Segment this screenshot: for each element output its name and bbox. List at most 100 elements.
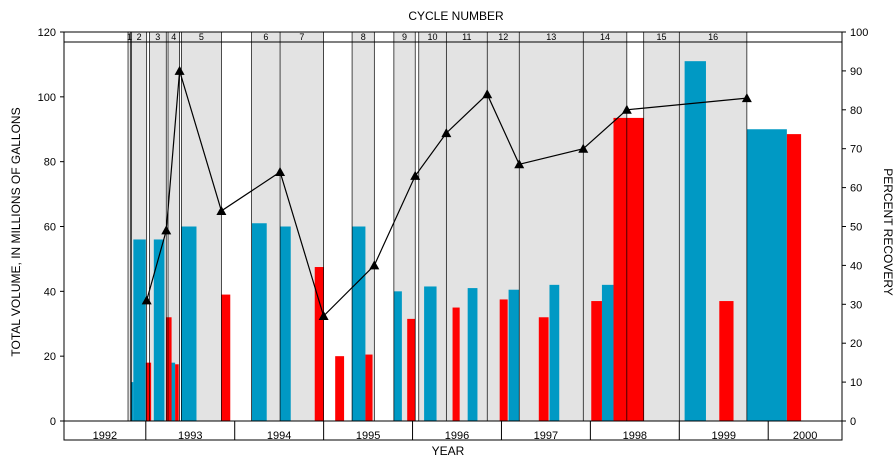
recovery-marker <box>174 65 185 75</box>
injected-bar <box>746 129 787 421</box>
recovery-marker <box>578 143 589 153</box>
recovered-bar <box>613 117 644 421</box>
recovery-marker <box>482 89 493 99</box>
cycle-label-5: 5 <box>199 32 204 42</box>
y-axis-title: TOTAL VOLUME, IN MILLIONS OF GALLONS <box>9 107 23 356</box>
labels-layer: 1 2 3 4 5 6 7 8 9 10 11 12 13 14 15 1602040608010012001… <box>38 27 869 442</box>
year-label: 1998 <box>623 430 647 442</box>
year-label: 1999 <box>712 430 736 442</box>
cycle-label-13: 13 <box>546 32 556 42</box>
recovery-marker <box>741 93 752 103</box>
y2-tick-label: 90 <box>850 66 862 78</box>
y-tick-label: 100 <box>38 92 56 104</box>
cycle-shade-1 <box>128 32 131 421</box>
plot-frame <box>63 31 843 441</box>
recovery-marker <box>275 167 286 177</box>
cycle-shade-15 <box>643 32 680 421</box>
year-label: 1994 <box>267 430 291 442</box>
axes-layer <box>60 31 846 441</box>
recovered-bar <box>314 267 324 421</box>
recovered-bar <box>786 134 802 422</box>
y-tick-label: 20 <box>44 351 56 363</box>
cycle-label-15: 15 <box>656 32 666 42</box>
recovery-marker <box>441 128 452 138</box>
recovered-bar <box>538 317 549 421</box>
recovery-marker <box>621 104 632 114</box>
recovery-marker <box>141 295 152 305</box>
recovered-bar <box>145 362 152 421</box>
y-tick-label: 60 <box>44 222 56 234</box>
y2-tick-label: 30 <box>850 299 862 311</box>
cycle-label-9: 9 <box>402 32 407 42</box>
cycle-label-14: 14 <box>600 32 610 42</box>
injected-bar <box>424 286 437 421</box>
recovered-bar <box>335 356 345 421</box>
cycle-shade-4 <box>168 32 180 421</box>
bars-layer <box>130 61 802 422</box>
recovery-marker <box>318 310 329 320</box>
cycle-label-10: 10 <box>428 32 438 42</box>
recovered-bar <box>175 364 179 421</box>
y2-tick-label: 100 <box>850 27 868 39</box>
cycle-label-3: 3 <box>155 32 160 42</box>
year-label: 1993 <box>178 430 202 442</box>
y2-tick-label: 50 <box>850 222 862 234</box>
injected-bar <box>352 226 366 421</box>
recovered-bar <box>719 301 734 421</box>
recovery-marker <box>410 170 421 180</box>
cycle-label-8: 8 <box>361 32 366 42</box>
injected-bar <box>601 284 614 421</box>
cycle-divider-layer <box>64 32 842 421</box>
injected-bar <box>280 226 291 421</box>
recovery-line <box>146 70 747 318</box>
y2-tick-label: 20 <box>850 338 862 350</box>
injected-bar <box>130 382 134 421</box>
y2-tick-label: 70 <box>850 144 862 156</box>
cycle-label-4: 4 <box>171 32 176 42</box>
year-label: 1992 <box>93 430 117 442</box>
cycle-label-7: 7 <box>299 32 304 42</box>
y2-axis-title: PERCENT RECOVERY <box>881 168 895 296</box>
recovered-bar <box>221 294 231 421</box>
year-label: 1996 <box>445 430 469 442</box>
year-label: 1995 <box>356 430 380 442</box>
recovered-bar <box>407 318 416 421</box>
recovery-marker <box>161 225 172 235</box>
y2-tick-label: 60 <box>850 183 862 195</box>
recovered-bar <box>591 301 602 421</box>
recovery-marker <box>216 205 227 215</box>
injected-bar <box>393 291 402 421</box>
injected-bar <box>684 61 706 422</box>
y-tick-label: 40 <box>44 286 56 298</box>
recovered-bar <box>365 354 373 421</box>
injected-bar <box>170 362 176 421</box>
injected-bar <box>251 223 267 421</box>
injected-bar <box>153 239 165 421</box>
y-tick-label: 120 <box>38 27 56 39</box>
cycle-label-2: 2 <box>137 32 142 42</box>
y-tick-label: 80 <box>44 157 56 169</box>
y2-tick-label: 10 <box>850 377 862 389</box>
injected-bar <box>467 288 478 421</box>
recovered-bar <box>166 317 172 421</box>
y-tick-label: 0 <box>50 416 56 428</box>
recovery-line-layer <box>141 65 752 320</box>
cycle-label-11: 11 <box>462 32 471 42</box>
injected-bar <box>508 289 520 421</box>
injected-bar <box>181 226 197 421</box>
y2-tick-label: 40 <box>850 260 862 272</box>
cycle-label-1: 1 <box>127 32 132 42</box>
year-label: 2000 <box>793 430 817 442</box>
cycle-shade-11 <box>446 32 488 421</box>
cycle-shading-layer <box>128 32 747 421</box>
recovery-marker <box>514 159 525 169</box>
cycle-label-6: 6 <box>263 32 268 42</box>
recovery-marker <box>369 260 380 270</box>
recovered-bar <box>452 307 460 421</box>
year-label: 1997 <box>534 430 558 442</box>
recovered-bar <box>499 299 508 421</box>
injected-bar <box>549 284 560 421</box>
cycle-label-12: 12 <box>498 32 508 42</box>
cycle-number-title: CYCLE NUMBER <box>408 9 504 23</box>
cycle-label-16: 16 <box>708 32 718 42</box>
